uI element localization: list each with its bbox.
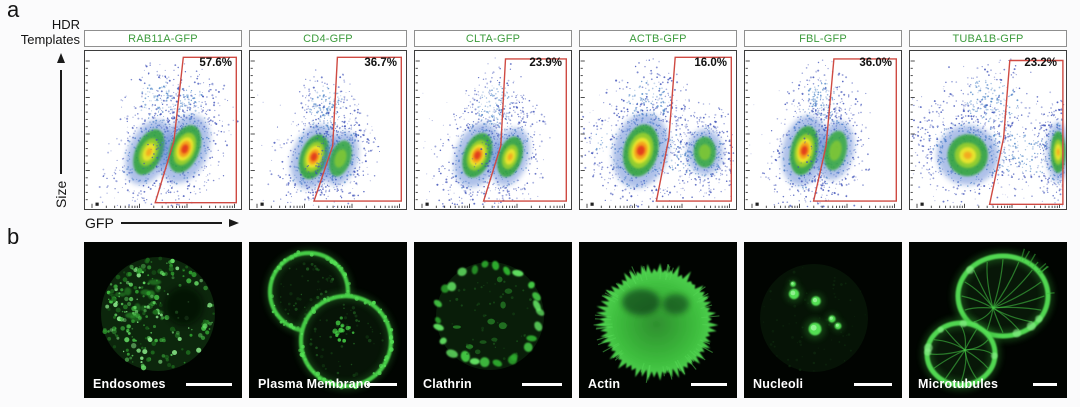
hdr-line1: HDR xyxy=(51,17,80,32)
scale-bar xyxy=(1033,382,1057,386)
gate-percentage: 57.6% xyxy=(199,57,232,69)
scale-bar xyxy=(186,382,232,386)
micro-image-microtubules: Microtubules xyxy=(909,242,1067,398)
micro-image-svg xyxy=(249,242,407,398)
micro-image-label: Nucleoli xyxy=(753,377,804,391)
flow-plots-row: RAB11A-GFP 57.6% CD4-GFP 36.7% CLTA-GFP 23.9%… xyxy=(84,30,1067,210)
gfp-axis-arrowhead xyxy=(229,219,239,227)
size-axis-line xyxy=(60,70,62,174)
plot-title: ACTB-GFP xyxy=(629,32,687,45)
gfp-axis-line xyxy=(120,222,222,224)
flow-gate xyxy=(988,59,1064,206)
flow-plot-actb-gfp: ACTB-GFP 16.0% xyxy=(579,30,737,210)
scale-bar xyxy=(367,382,397,386)
flow-plot-area: 36.0% xyxy=(744,50,902,210)
scale-bar xyxy=(691,382,727,386)
micro-image-nucleoli: Nucleoli xyxy=(744,242,902,398)
gate-percentage: 23.9% xyxy=(529,57,562,69)
micro-image-svg xyxy=(579,242,737,398)
density-plot-svg xyxy=(250,56,403,208)
flow-plot-area: 23.9% xyxy=(414,50,572,210)
panel-b-label: b xyxy=(7,224,20,249)
micro-image-svg xyxy=(414,242,572,398)
micro-image-plasma-membrane: Plasma Membrane xyxy=(249,242,407,398)
micro-image-label: Clathrin xyxy=(423,377,472,391)
gate-percentage: 36.7% xyxy=(364,57,397,69)
plot-title-box: CLTA-GFP xyxy=(414,30,572,47)
micro-image-label: Microtubules xyxy=(918,377,999,391)
axis-ticks xyxy=(250,60,400,208)
flow-plot-area: 57.6% xyxy=(84,50,242,210)
density-plot-svg xyxy=(415,57,568,208)
plot-title-box: TUBA1B-GFP xyxy=(909,30,1067,47)
size-axis: Size xyxy=(53,53,69,208)
plot-title-box: CD4-GFP xyxy=(249,30,407,47)
plot-title: TUBA1B-GFP xyxy=(952,32,1024,45)
plot-title: FBL-GFP xyxy=(799,32,847,45)
hdr-templates-label: HDR Templates xyxy=(0,17,80,47)
flow-gate xyxy=(313,56,403,202)
hdr-line2: Templates xyxy=(20,31,80,47)
micro-image-actin: Actin xyxy=(579,242,737,398)
gfp-axis-label: GFP xyxy=(85,215,114,231)
flow-gate xyxy=(655,56,733,202)
density-plot-svg xyxy=(910,58,1066,208)
flow-plot-cd4-gfp: CD4-GFP 36.7% xyxy=(249,30,407,210)
micro-image-label: Actin xyxy=(588,377,621,391)
panel-a-label: a xyxy=(7,0,20,22)
scale-bar xyxy=(522,382,562,386)
plot-title: CD4-GFP xyxy=(303,32,353,45)
axis-ticks xyxy=(745,60,895,208)
size-axis-arrowhead xyxy=(57,53,65,63)
flow-plot-rab11a-gfp: RAB11A-GFP 57.6% xyxy=(84,30,242,210)
micro-image-svg xyxy=(909,242,1067,398)
microscopy-row: Endosomes Plasma Membrane Clathrin Actin Nuc… xyxy=(84,242,1067,398)
density-plot-svg xyxy=(745,58,898,208)
micro-image-label: Endosomes xyxy=(93,377,166,391)
axis-ticks xyxy=(85,60,235,208)
size-axis-label: Size xyxy=(53,180,69,208)
plot-title-box: ACTB-GFP xyxy=(579,30,737,47)
axis-ticks xyxy=(415,60,565,208)
axis-ticks xyxy=(580,60,730,208)
flow-gate xyxy=(154,56,238,204)
plot-title-box: RAB11A-GFP xyxy=(84,30,242,47)
flow-plot-fbl-gfp: FBL-GFP 36.0% xyxy=(744,30,902,210)
density-plot-svg xyxy=(85,56,239,208)
gate-percentage: 16.0% xyxy=(694,57,727,69)
gate-percentage: 36.0% xyxy=(859,57,892,69)
micro-image-clathrin: Clathrin xyxy=(414,242,572,398)
gfp-axis: GFP xyxy=(85,215,239,231)
plot-title-box: FBL-GFP xyxy=(744,30,902,47)
flow-gate xyxy=(482,58,568,202)
flow-plot-area: 23.2% xyxy=(909,50,1067,210)
flow-plot-tuba1b-gfp: TUBA1B-GFP 23.2% xyxy=(909,30,1067,210)
micro-image-endosomes: Endosomes xyxy=(84,242,242,398)
flow-plot-clta-gfp: CLTA-GFP 23.9% xyxy=(414,30,572,210)
micro-image-svg xyxy=(744,242,902,398)
gate-percentage: 23.2% xyxy=(1024,57,1057,69)
scale-bar xyxy=(854,382,892,386)
flow-plot-area: 36.7% xyxy=(249,50,407,210)
flow-gate xyxy=(812,58,898,202)
micro-image-svg xyxy=(84,242,242,398)
micro-image-label: Plasma Membrane xyxy=(258,377,371,391)
flow-plot-area: 16.0% xyxy=(579,50,737,210)
plot-title: CLTA-GFP xyxy=(465,32,521,45)
plot-title: RAB11A-GFP xyxy=(128,32,198,45)
density-plot-svg xyxy=(580,56,735,208)
